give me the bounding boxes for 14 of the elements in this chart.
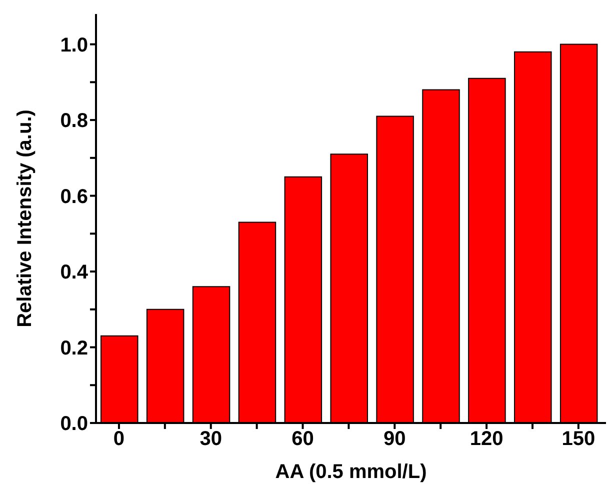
x-tick-label: 60 xyxy=(292,428,314,450)
y-tick-label: 0.4 xyxy=(60,262,89,284)
y-axis-title: Relative Intensity (a.u.) xyxy=(14,110,36,328)
x-tick-label: 150 xyxy=(562,428,596,450)
x-tick-label: 30 xyxy=(200,428,222,450)
x-tick-label: 90 xyxy=(384,428,406,450)
x-axis-title: AA (0.5 mmol/L) xyxy=(275,461,427,483)
x-tick-label: 120 xyxy=(470,428,504,450)
y-tick-label: 1.0 xyxy=(60,34,88,56)
y-tick-label: 0.2 xyxy=(60,337,88,360)
x-tick-label: 0 xyxy=(113,428,125,450)
y-tick-label: 0.8 xyxy=(60,110,88,132)
y-tick-label: 0.6 xyxy=(60,186,88,208)
y-tick-label: 0.0 xyxy=(60,413,88,436)
